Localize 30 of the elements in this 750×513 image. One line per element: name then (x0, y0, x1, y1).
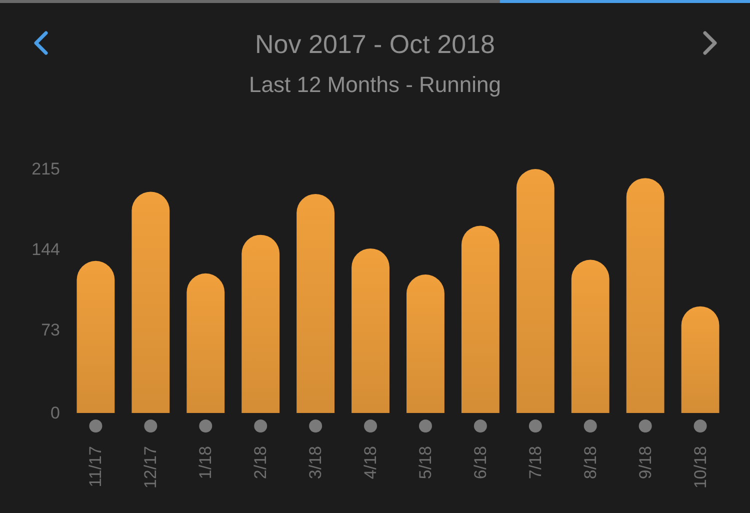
bar (352, 248, 390, 413)
bar (296, 194, 335, 413)
bar (571, 260, 610, 413)
x-tick-label: 11/17 (86, 446, 106, 488)
y-tick-label: 215 (32, 160, 60, 178)
chart-subtitle: Last 12 Months - Running (249, 72, 501, 97)
y-tick-label: 144 (32, 240, 60, 260)
y-tick-label: 0 (50, 404, 60, 422)
x-tick-label: 9/18 (636, 446, 655, 480)
y-tick-label: 73 (41, 320, 60, 340)
bar (461, 226, 500, 413)
x-tick-label: 8/18 (580, 446, 600, 480)
x-tick-label: 6/18 (470, 446, 490, 480)
bar (132, 192, 170, 413)
x-tick-label: 1/18 (196, 446, 216, 480)
bar (626, 178, 664, 413)
x-tick-label: 10/18 (690, 446, 710, 489)
bar (76, 260, 115, 413)
x-tick-label: 12/17 (141, 446, 160, 489)
bar (186, 273, 225, 413)
x-tick-label: 5/18 (416, 446, 435, 480)
bar (516, 169, 554, 413)
bar (242, 234, 280, 413)
chart-title: Nov 2017 - Oct 2018 (255, 29, 495, 59)
x-tick-label: 2/18 (251, 446, 270, 480)
bar (681, 306, 720, 413)
x-tick-label: 4/18 (361, 446, 380, 480)
bar (406, 274, 444, 413)
x-tick-label: 3/18 (306, 446, 326, 480)
x-tick-label: 7/18 (526, 446, 545, 480)
